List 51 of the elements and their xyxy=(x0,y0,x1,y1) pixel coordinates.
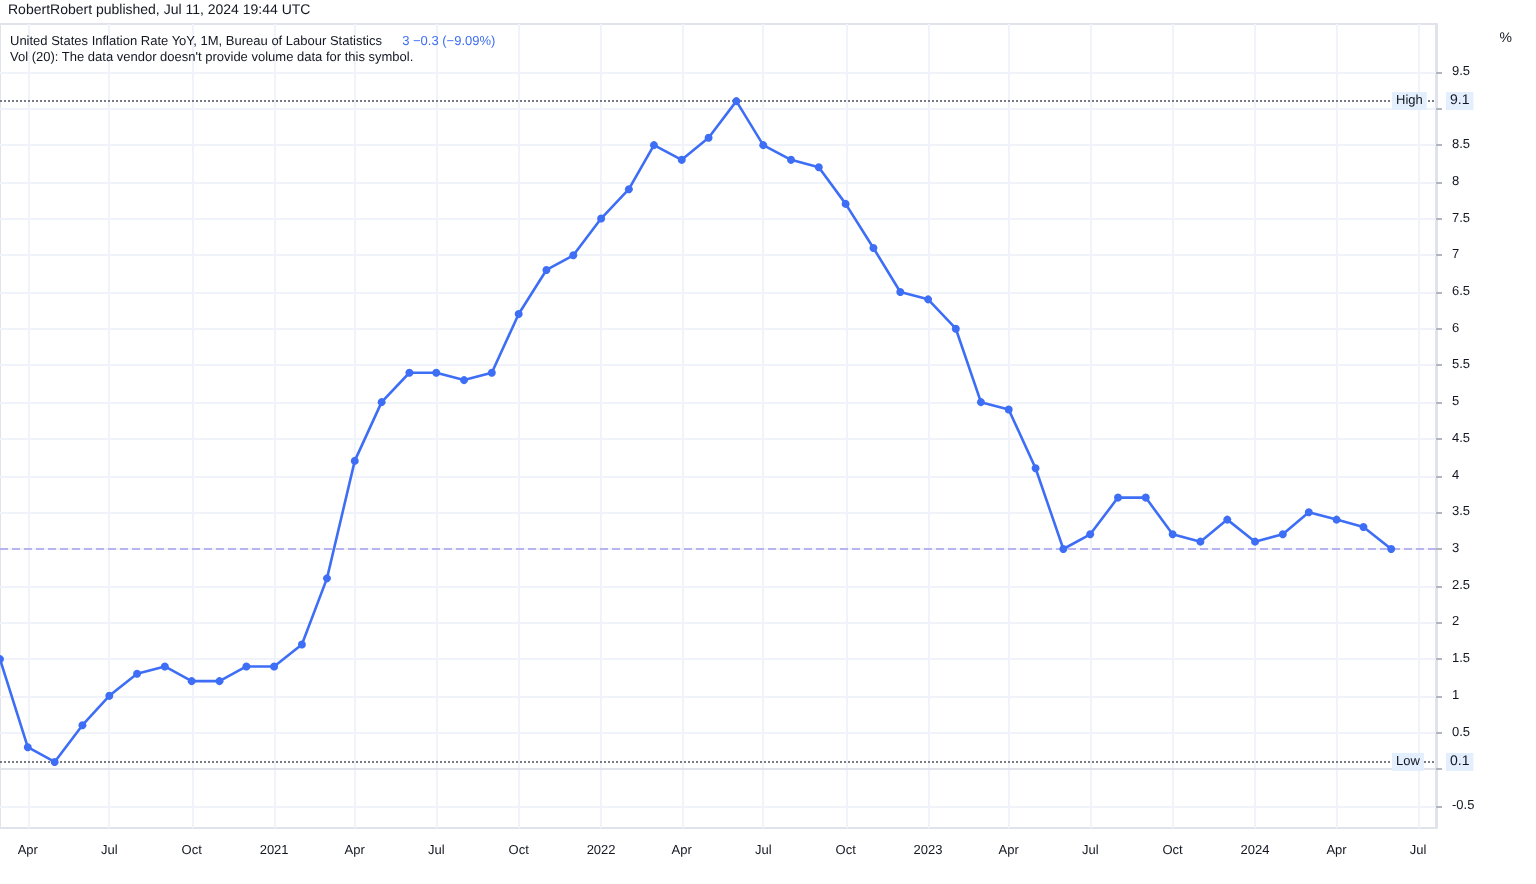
point xyxy=(1304,508,1313,517)
point xyxy=(569,251,578,260)
point xyxy=(1223,515,1232,524)
point xyxy=(242,662,251,671)
point xyxy=(405,368,414,377)
point xyxy=(1004,405,1013,414)
point xyxy=(514,310,523,319)
point xyxy=(432,368,441,377)
point xyxy=(350,456,359,465)
point xyxy=(105,691,114,700)
point xyxy=(460,376,469,385)
point xyxy=(924,295,933,304)
point xyxy=(187,677,196,686)
point xyxy=(649,141,658,150)
point xyxy=(1359,522,1368,531)
point xyxy=(133,669,142,678)
point xyxy=(841,199,850,208)
point xyxy=(896,288,905,296)
point xyxy=(1113,493,1122,502)
point xyxy=(215,677,224,686)
point xyxy=(759,141,768,150)
point xyxy=(270,662,279,671)
point xyxy=(487,368,496,377)
point xyxy=(1387,544,1396,553)
point xyxy=(677,155,686,164)
point xyxy=(297,640,306,649)
point xyxy=(951,324,960,333)
point xyxy=(597,214,606,223)
point xyxy=(976,398,985,407)
point xyxy=(78,721,87,730)
point xyxy=(160,662,169,671)
point xyxy=(50,757,59,766)
point xyxy=(1251,537,1260,546)
point xyxy=(1196,537,1205,546)
point xyxy=(787,155,796,164)
point xyxy=(624,185,633,194)
point xyxy=(1168,530,1177,539)
point xyxy=(542,265,551,274)
point xyxy=(1278,530,1287,539)
point xyxy=(23,743,32,752)
point xyxy=(1332,515,1341,524)
point xyxy=(869,243,878,252)
point xyxy=(1059,544,1068,553)
point xyxy=(1086,530,1095,539)
point xyxy=(377,398,386,407)
point xyxy=(1141,493,1150,502)
point xyxy=(704,133,713,142)
point xyxy=(322,574,331,583)
point xyxy=(732,97,741,106)
point xyxy=(814,163,823,172)
point xyxy=(1031,464,1040,473)
